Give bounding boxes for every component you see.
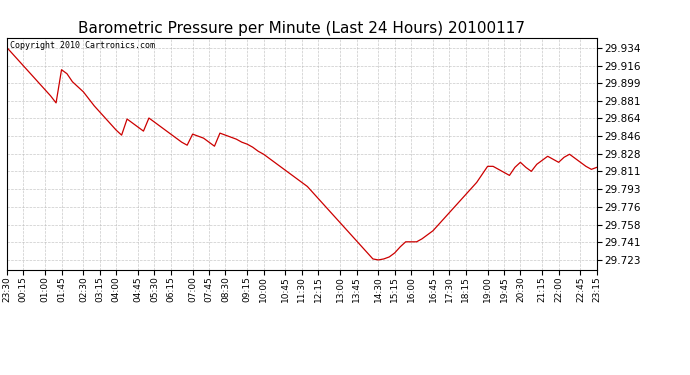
Title: Barometric Pressure per Minute (Last 24 Hours) 20100117: Barometric Pressure per Minute (Last 24 … [79,21,525,36]
Text: Copyright 2010 Cartronics.com: Copyright 2010 Cartronics.com [10,41,155,50]
